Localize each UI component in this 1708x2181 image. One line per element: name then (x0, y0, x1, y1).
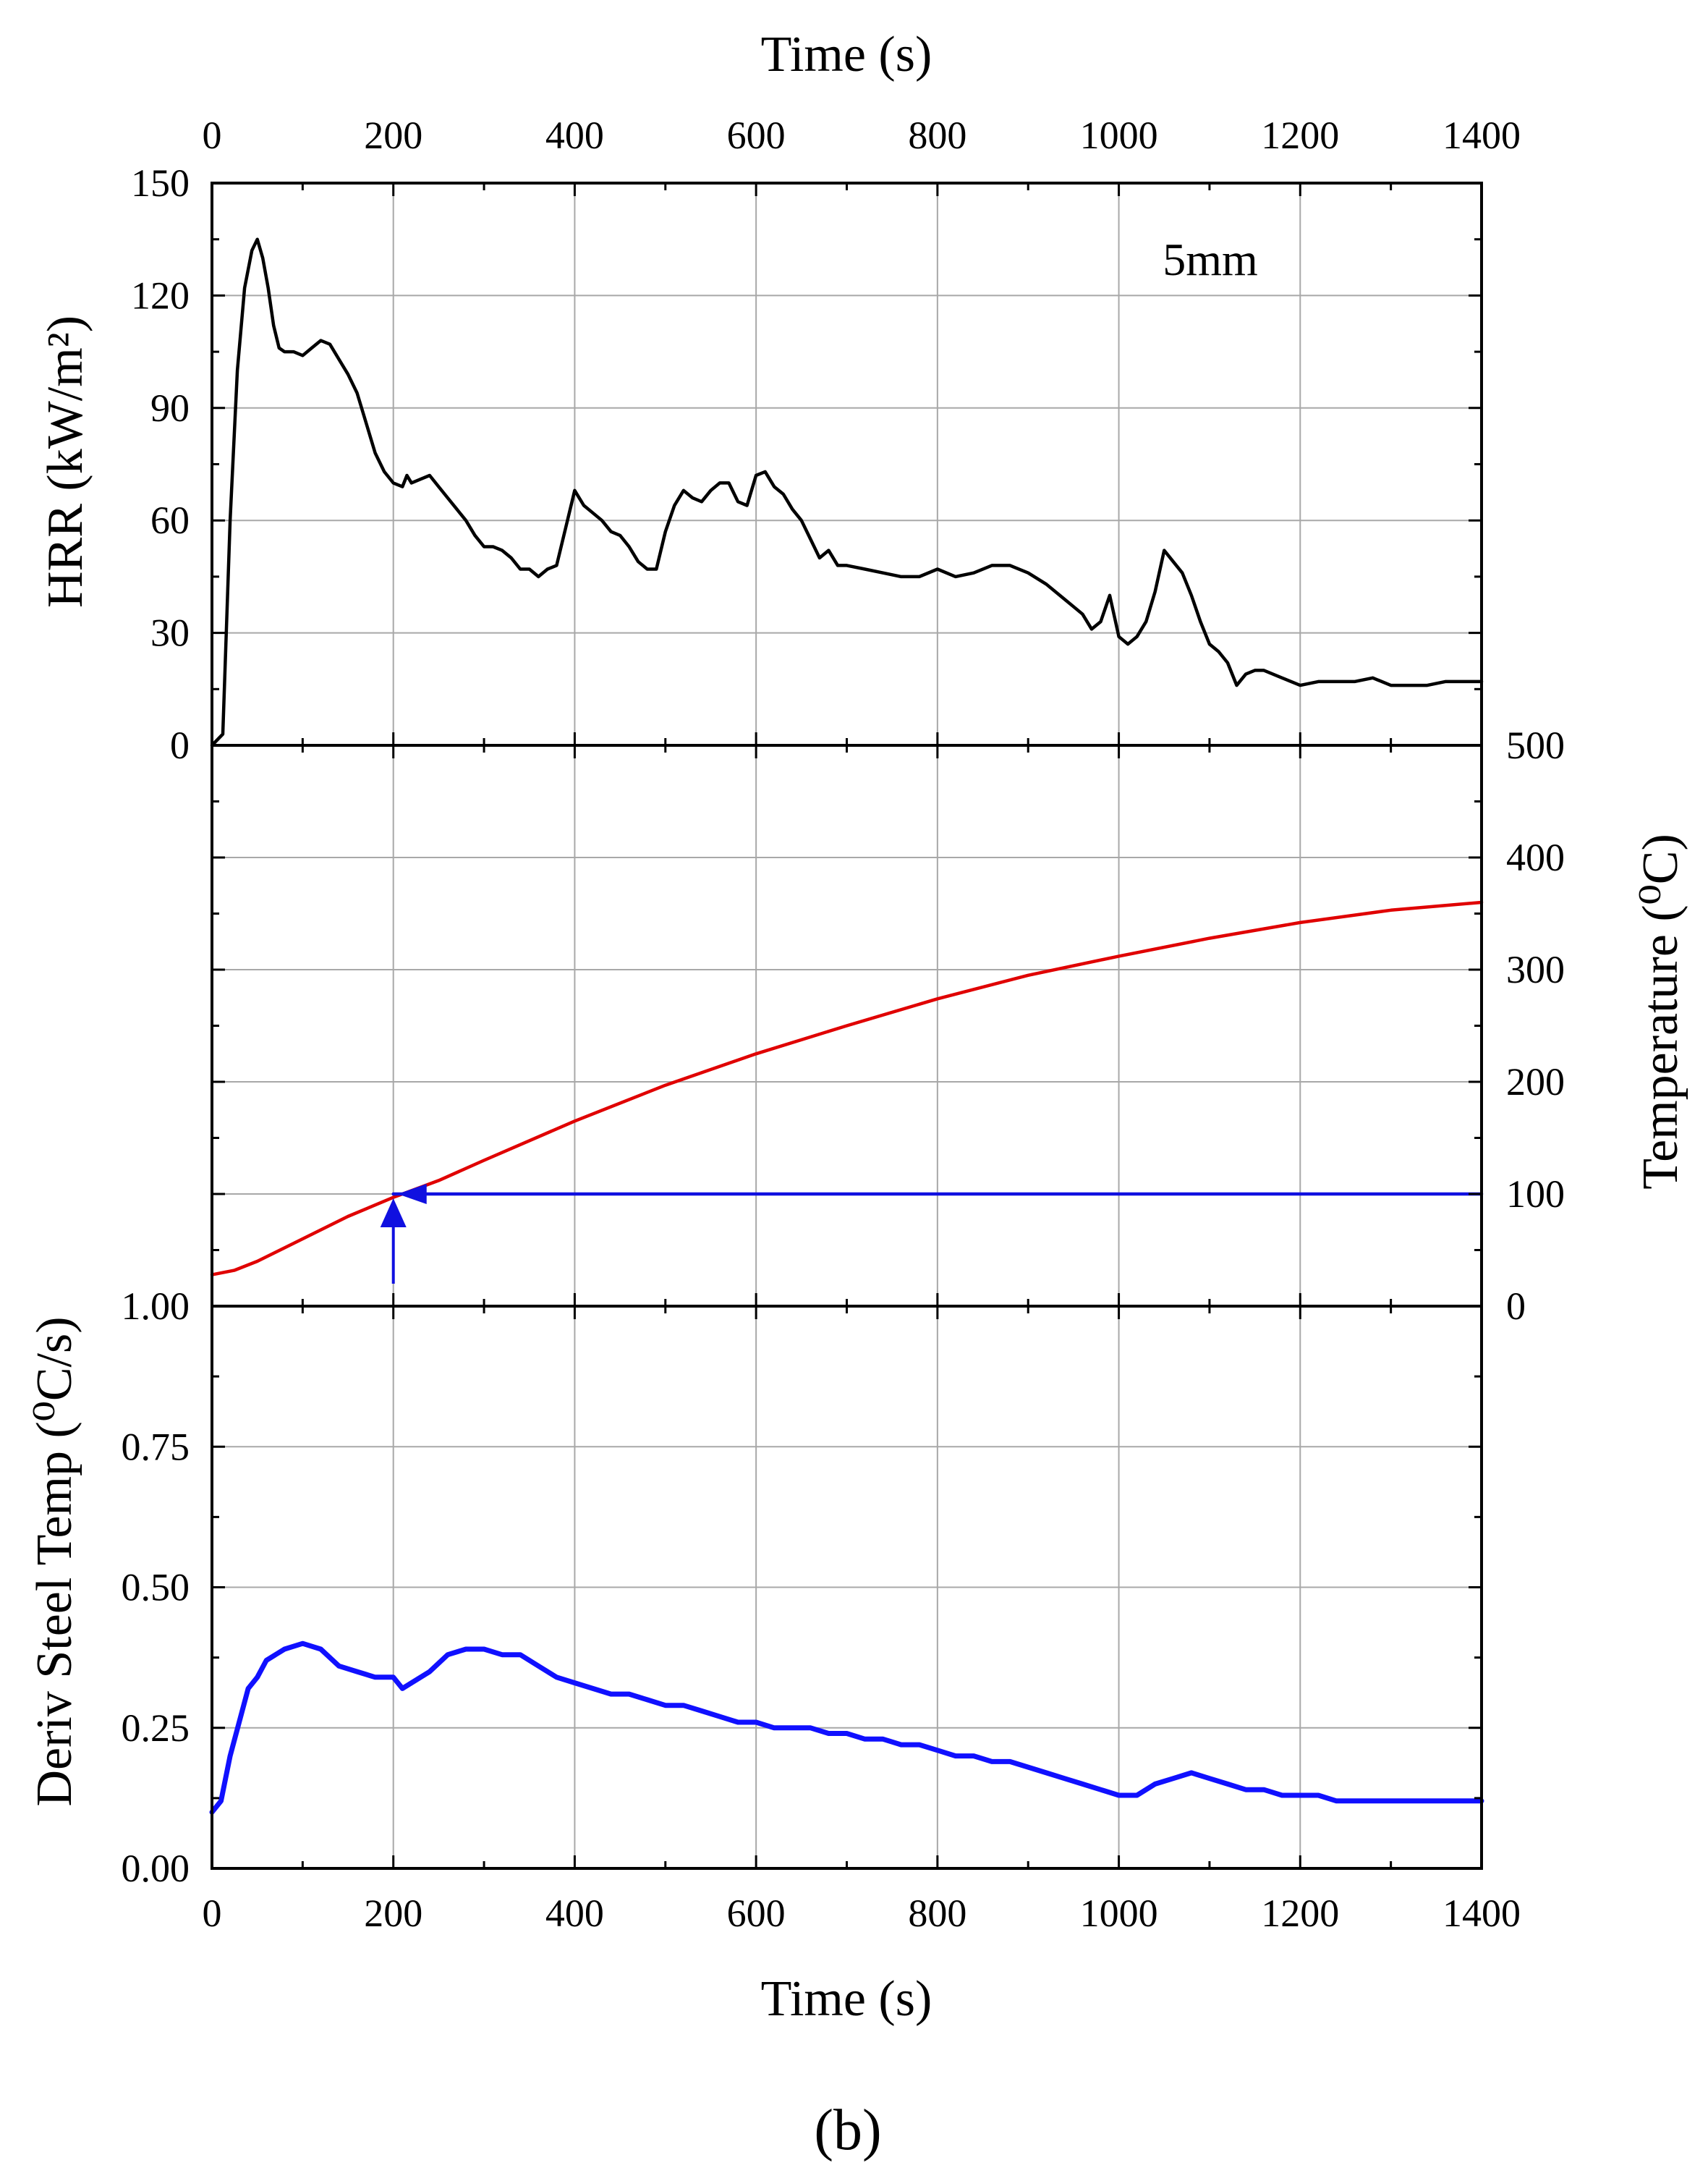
top-x-tick-label: 800 (908, 114, 966, 157)
series-line-derivative-of-steel-temperature (209, 1640, 1484, 1815)
bottom-x-tick-label: 0 (203, 1892, 222, 1935)
hrr-tick-label: 0 (170, 724, 190, 767)
deriv-tick-label: 0.50 (122, 1566, 190, 1609)
top-x-axis-title: Time (s) (761, 27, 932, 82)
bottom-x-tick-label: 200 (364, 1892, 422, 1935)
marker-arrow-head (397, 1184, 427, 1204)
specimen-thickness-label: 5mm (1163, 234, 1258, 285)
bottom-x-tick-label: 800 (908, 1892, 966, 1935)
top-x-tick-label: 400 (545, 114, 604, 157)
hrr-tick-label: 60 (150, 499, 190, 542)
bottom-x-tick-label: 600 (727, 1892, 786, 1935)
series-line-hrr (210, 237, 1484, 748)
bottom-x-axis-title: Time (s) (761, 1971, 932, 2027)
hrr-tick-label: 150 (131, 161, 190, 205)
bottom-x-tick-label: 1200 (1261, 1892, 1339, 1935)
series-layer (209, 237, 1484, 1815)
panel-frame (211, 182, 1483, 747)
hrr-axis-title: HRR (kW/m²) (38, 315, 93, 608)
deriv-axis-title: Deriv Steel Temp (⁰C/s) (27, 1316, 82, 1806)
tick-marks (211, 182, 1483, 1870)
hrr-tick-label: 120 (131, 274, 190, 317)
temperature-axis-title: Temperature (⁰C) (1633, 834, 1688, 1190)
top-x-tick-label: 600 (727, 114, 786, 157)
bottom-x-tick-label: 400 (545, 1892, 604, 1935)
top-x-tick-label: 200 (364, 114, 422, 157)
top-x-tick-label: 0 (203, 114, 222, 157)
top-x-tick-label: 1200 (1261, 114, 1339, 157)
temperature-tick-label: 100 (1506, 1172, 1565, 1216)
top-x-tick-label: 1400 (1443, 114, 1521, 157)
hrr-tick-label: 90 (150, 386, 190, 430)
bottom-x-tick-label: 1400 (1443, 1892, 1521, 1935)
bottom-x-tick-label: 1000 (1080, 1892, 1158, 1935)
temperature-tick-label: 300 (1506, 948, 1565, 991)
temperature-tick-label: 500 (1506, 724, 1565, 767)
temperature-tick-label: 0 (1506, 1284, 1526, 1328)
tick-labels: 0 30 60 90 120 150 0 100 200 300 400 500 0.00 0.25 0.5… (122, 114, 1565, 1935)
grid-lines (212, 183, 1482, 1868)
deriv-tick-label: 0.00 (122, 1847, 190, 1890)
marker-arrow-head (380, 1198, 407, 1227)
deriv-tick-label: 0.75 (122, 1425, 190, 1468)
top-x-tick-label: 1000 (1080, 114, 1158, 157)
temperature-tick-label: 200 (1506, 1060, 1565, 1104)
hrr-tick-label: 30 (150, 611, 190, 655)
deriv-tick-label: 0.25 (122, 1706, 190, 1750)
temperature-tick-label: 400 (1506, 836, 1565, 879)
figure-caption: (b) (814, 2099, 881, 2162)
series-line-steel-temperature (210, 900, 1484, 1276)
deriv-tick-label: 1.00 (122, 1284, 190, 1328)
